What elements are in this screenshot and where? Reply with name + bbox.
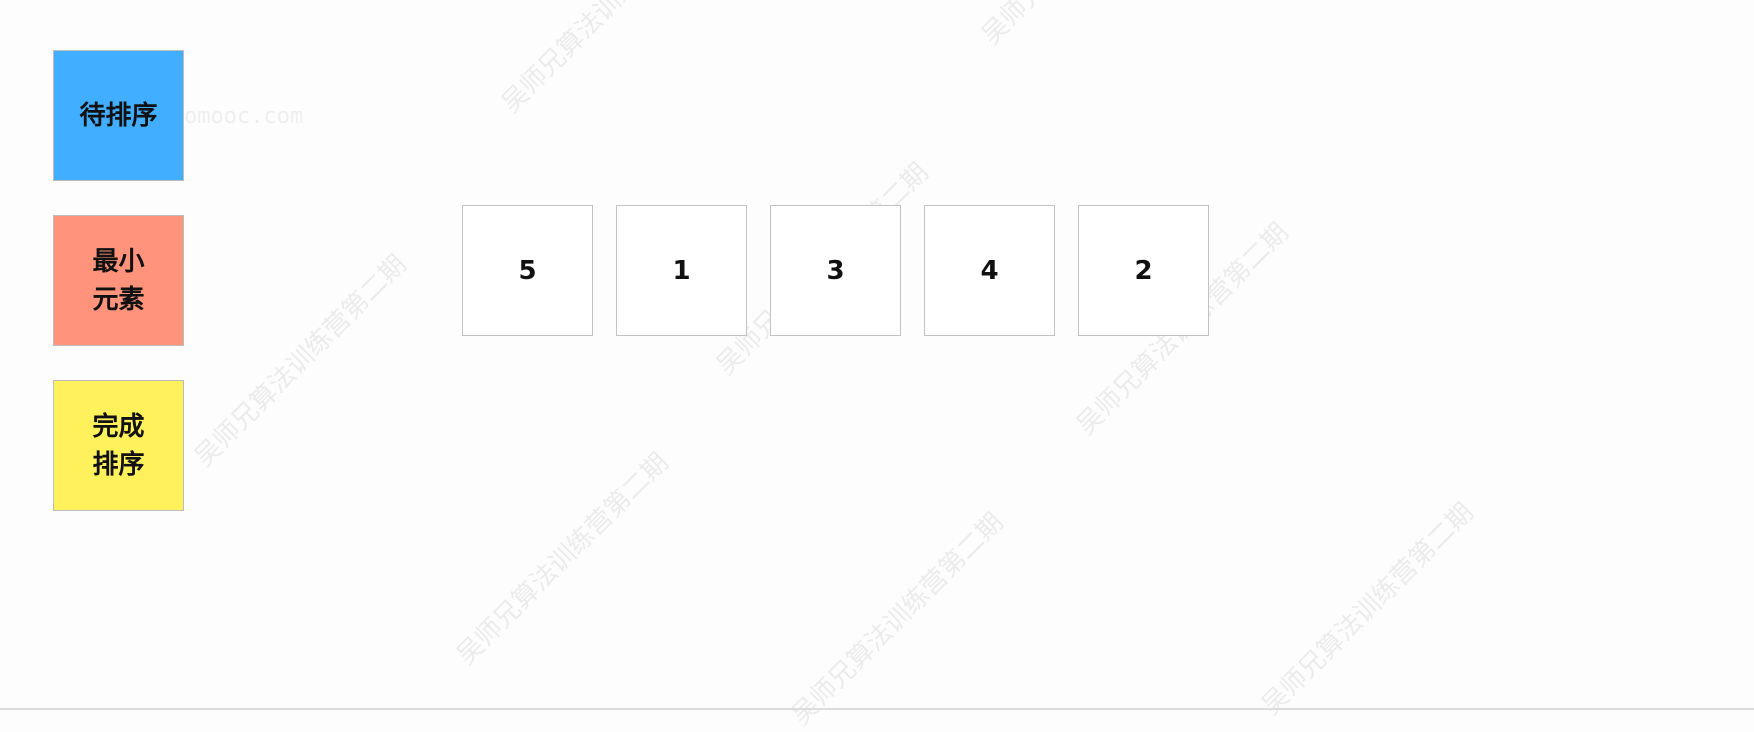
- array-cell: 4: [924, 205, 1055, 336]
- watermark: 吴师兄算法训练营第二期: [786, 507, 1010, 731]
- watermark: 吴师兄算法训练营第二期: [451, 447, 675, 671]
- legend-min-element: 最小 元素: [53, 215, 184, 346]
- divider: [0, 708, 1754, 710]
- watermark: 吴师兄算法训练营第二期: [972, 0, 1200, 52]
- array-cell: 5: [462, 205, 593, 336]
- watermark: 吴师兄算法训练营第二期: [1256, 497, 1480, 721]
- watermark: 吴师兄算法训练营第二期: [496, 0, 720, 119]
- array-row: 5 1 3 4 2: [462, 205, 1232, 336]
- array-cell: 2: [1078, 205, 1209, 336]
- legend-pending-sort: 待排序: [53, 50, 184, 181]
- watermark: 吴师兄算法训练营第二期: [189, 249, 413, 473]
- array-cell: 3: [770, 205, 901, 336]
- legend-sorted: 完成 排序: [53, 380, 184, 511]
- watermark-site: omooc.com: [184, 104, 304, 129]
- array-cell: 1: [616, 205, 747, 336]
